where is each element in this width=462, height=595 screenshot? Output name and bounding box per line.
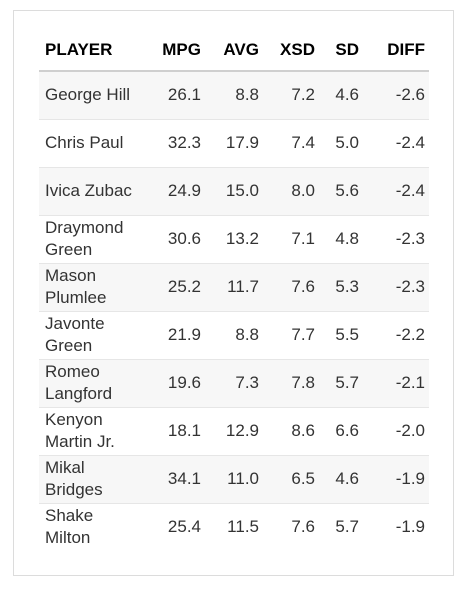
xsd-cell: 7.1 [263, 214, 319, 263]
table-row: Mikal Bridges 34.1 11.0 6.5 4.6 -1.9 [39, 454, 429, 503]
table-row: George Hill 26.1 8.8 7.2 4.6 -2.6 [39, 70, 429, 119]
player-cell: Javonte Green [39, 310, 147, 359]
diff-cell: -1.9 [363, 502, 429, 551]
mpg-cell: 25.2 [147, 262, 205, 311]
mpg-cell: 34.1 [147, 454, 205, 503]
diff-cell: -1.9 [363, 454, 429, 503]
diff-cell: -2.2 [363, 310, 429, 359]
mpg-cell: 25.4 [147, 502, 205, 551]
table-row: Romeo Langford 19.6 7.3 7.8 5.7 -2.1 [39, 358, 429, 407]
diff-cell: -2.3 [363, 214, 429, 263]
avg-cell: 8.8 [205, 70, 263, 119]
player-cell: George Hill [39, 70, 147, 119]
table-row: Chris Paul 32.3 17.9 7.4 5.0 -2.4 [39, 118, 429, 167]
xsd-cell: 7.6 [263, 502, 319, 551]
avg-cell: 8.8 [205, 310, 263, 359]
column-header-player[interactable]: PLAYER [39, 30, 147, 72]
player-name: Chris Paul [45, 133, 124, 152]
player-name: Draymond Green [45, 218, 124, 259]
table-row: Ivica Zubac 24.9 15.0 8.0 5.6 -2.4 [39, 166, 429, 215]
xsd-cell: 7.7 [263, 310, 319, 359]
sd-cell: 4.6 [319, 70, 363, 119]
column-header-xsd[interactable]: XSD [263, 30, 319, 72]
table-row: Shake Milton 25.4 11.5 7.6 5.7 -1.9 [39, 502, 429, 551]
sd-cell: 6.6 [319, 406, 363, 455]
player-cell: Mason Plumlee [39, 262, 147, 311]
player-cell: Chris Paul [39, 118, 147, 167]
player-name: Romeo Langford [45, 362, 113, 403]
diff-cell: -2.1 [363, 358, 429, 407]
column-header-avg[interactable]: AVG [205, 30, 263, 72]
xsd-cell: 6.5 [263, 454, 319, 503]
table-row: Draymond Green 30.6 13.2 7.1 4.8 -2.3 [39, 214, 429, 263]
xsd-cell: 7.8 [263, 358, 319, 407]
mpg-cell: 30.6 [147, 214, 205, 263]
header-row: PLAYER MPG AVG XSD SD DIFF [39, 30, 429, 72]
sd-cell: 4.6 [319, 454, 363, 503]
player-cell: Draymond Green [39, 214, 147, 263]
table-row: Javonte Green 21.9 8.8 7.7 5.5 -2.2 [39, 310, 429, 359]
player-name: Javonte Green [45, 314, 105, 355]
mpg-cell: 21.9 [147, 310, 205, 359]
column-header-mpg[interactable]: MPG [147, 30, 205, 72]
mpg-cell: 19.6 [147, 358, 205, 407]
table-row: Kenyon Martin Jr. 18.1 12.9 8.6 6.6 -2.0 [39, 406, 429, 455]
player-cell: Ivica Zubac [39, 166, 147, 215]
mpg-cell: 26.1 [147, 70, 205, 119]
avg-cell: 11.0 [205, 454, 263, 503]
avg-cell: 12.9 [205, 406, 263, 455]
xsd-cell: 8.6 [263, 406, 319, 455]
avg-cell: 7.3 [205, 358, 263, 407]
diff-cell: -2.0 [363, 406, 429, 455]
avg-cell: 17.9 [205, 118, 263, 167]
player-name: Mason Plumlee [45, 266, 107, 307]
player-stats-table: PLAYER MPG AVG XSD SD DIFF George Hill 26… [39, 30, 429, 551]
mpg-cell: 18.1 [147, 406, 205, 455]
mpg-cell: 24.9 [147, 166, 205, 215]
column-header-sd[interactable]: SD [319, 30, 363, 72]
diff-cell: -2.3 [363, 262, 429, 311]
diff-cell: -2.4 [363, 118, 429, 167]
player-name: George Hill [45, 85, 131, 105]
avg-cell: 13.2 [205, 214, 263, 263]
mpg-cell: 32.3 [147, 118, 205, 167]
player-name: Shake Milton [45, 506, 94, 548]
player-cell: Shake Milton [39, 502, 147, 551]
diff-cell: -2.4 [363, 166, 429, 215]
player-name: Ivica Zubac [45, 181, 132, 200]
diff-cell: -2.6 [363, 70, 429, 119]
player-cell: Kenyon Martin Jr. [39, 406, 147, 455]
sd-cell: 5.7 [319, 502, 363, 551]
table-body: George Hill 26.1 8.8 7.2 4.6 -2.6 Chris Paul 32… [39, 70, 429, 551]
xsd-cell: 7.2 [263, 70, 319, 119]
player-cell: Mikal Bridges [39, 454, 147, 503]
sd-cell: 5.0 [319, 118, 363, 167]
sd-cell: 4.8 [319, 214, 363, 263]
sd-cell: 5.3 [319, 262, 363, 311]
column-header-diff[interactable]: DIFF [363, 30, 429, 72]
avg-cell: 11.5 [205, 502, 263, 551]
xsd-cell: 8.0 [263, 166, 319, 215]
table-row: Mason Plumlee 25.2 11.7 7.6 5.3 -2.3 [39, 262, 429, 311]
sd-cell: 5.7 [319, 358, 363, 407]
player-cell: Romeo Langford [39, 358, 147, 407]
sd-cell: 5.5 [319, 310, 363, 359]
player-name: Kenyon Martin Jr. [45, 410, 115, 451]
avg-cell: 11.7 [205, 262, 263, 311]
xsd-cell: 7.4 [263, 118, 319, 167]
sd-cell: 5.6 [319, 166, 363, 215]
player-name: Mikal Bridges [45, 458, 103, 499]
table-header: PLAYER MPG AVG XSD SD DIFF [39, 30, 429, 72]
avg-cell: 15.0 [205, 166, 263, 215]
xsd-cell: 7.6 [263, 262, 319, 311]
